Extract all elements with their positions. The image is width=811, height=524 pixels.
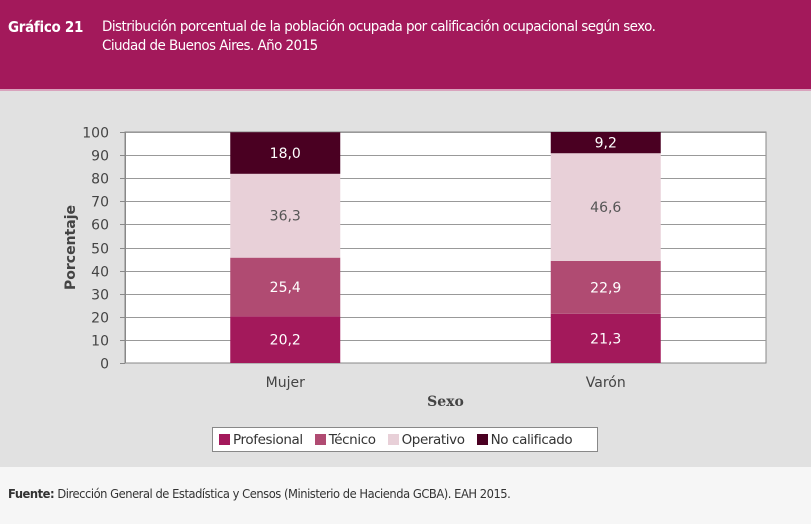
data-label: 20,2 — [270, 333, 301, 349]
x-tick-label: Mujer — [266, 375, 305, 391]
y-tick-label: 10 — [91, 334, 109, 350]
chart-title-line1: Distribución porcentual de la población … — [102, 19, 656, 35]
bar-segment-profesional — [550, 313, 661, 363]
chart-title: Distribución porcentual de la población … — [102, 18, 744, 56]
data-label: 18,0 — [270, 146, 301, 162]
chart-title-line2: Ciudad de Buenos Aires. Año 2015 — [102, 38, 318, 54]
legend-swatch — [219, 434, 230, 445]
bar-segment-tecnico — [550, 260, 661, 314]
legend-item: No calificado — [476, 431, 573, 448]
legend-swatch — [387, 434, 399, 445]
x-tick-label: Varón — [586, 375, 626, 391]
bar-segment-tecnico — [230, 257, 341, 317]
y-tick-label: 40 — [91, 265, 109, 281]
y-tick-label: 80 — [91, 172, 109, 188]
x-axis-label: Sexo — [427, 394, 464, 410]
y-tick-label: 20 — [91, 311, 109, 327]
source-label: Fuente: — [8, 486, 55, 501]
plot-area — [124, 131, 767, 364]
bar-segment-operativo — [230, 173, 341, 258]
chart-header: Gráfico 21 Distribución porcentual de la… — [0, 0, 811, 91]
y-tick-label: 30 — [91, 288, 109, 304]
y-tick-label: 0 — [100, 357, 109, 373]
bar-segment-profesional — [230, 316, 341, 363]
legend-label: Técnico — [328, 431, 376, 448]
legend-item: Operativo — [387, 431, 465, 448]
legend-item: Técnico — [314, 431, 376, 448]
legend-label: Operativo — [401, 431, 465, 448]
source-text: Dirección General de Estadística y Censo… — [57, 486, 511, 501]
y-axis-label: Porcentaje — [63, 205, 79, 290]
chart-number: Gráfico 21 — [8, 18, 84, 36]
bar-segment-no-calificado — [230, 132, 341, 174]
y-tick-label: 50 — [91, 242, 109, 258]
legend-label: No calificado — [490, 431, 573, 448]
bar-segment-no-calificado — [550, 132, 661, 154]
legend-swatch — [476, 434, 488, 445]
data-label: 9,2 — [595, 136, 617, 152]
chart-legend: Profesional Técnico Operativo No calificado — [212, 427, 598, 452]
data-label: 36,3 — [270, 209, 301, 225]
bar-segment-operativo — [550, 153, 661, 261]
y-tick-label: 90 — [91, 149, 109, 165]
data-label: 22,9 — [590, 280, 621, 296]
legend-item: Profesional — [219, 432, 303, 448]
legend-label: Profesional — [233, 431, 303, 448]
y-tick-label: 100 — [82, 126, 109, 142]
data-label: 46,6 — [590, 200, 621, 216]
data-label: 25,4 — [270, 280, 301, 296]
data-label: 21,3 — [590, 331, 621, 347]
y-tick-label: 60 — [91, 218, 109, 234]
source-note: Fuente: Dirección General de Estadística… — [8, 486, 511, 501]
y-tick-label: 70 — [91, 195, 109, 211]
footer — [0, 467, 811, 524]
legend-swatch — [314, 434, 326, 445]
